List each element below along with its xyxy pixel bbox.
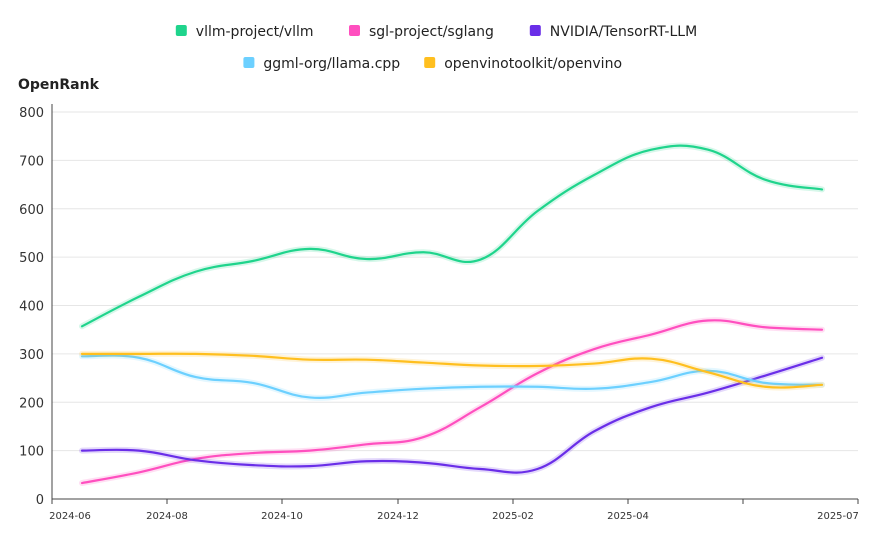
legend-item[interactable]: vllm-project/vllm [175,24,314,40]
legend-swatch [349,25,360,36]
x-tick-label: 2025-02 [492,511,534,522]
legend-label: sgl-project/sglang [369,24,494,40]
legend-label: vllm-project/vllm [196,24,314,40]
series-line[interactable] [80,319,824,485]
series-4 [79,350,825,391]
legend-item[interactable]: ggml-org/llama.cpp [243,56,400,72]
legend-item[interactable]: NVIDIA/TensorRT-LLM [529,24,697,40]
legend-item[interactable]: openvinotoolkit/openvino [424,56,622,72]
legend: vllm-project/vllm sgl-project/sglang NVIDI… [175,24,697,72]
x-tick-label: 2024-10 [261,511,303,522]
y-tick-label: 600 [19,203,44,218]
legend-label: ggml-org/llama.cpp [263,56,400,72]
series-line-glow [79,142,825,330]
axis-layer: 0 100 200 300 400 500 600 700 800 2024-06 2024-08 2… [19,104,859,522]
legend-label: openvinotoolkit/openvino [444,56,622,72]
y-tick-label: 200 [19,396,44,411]
series-1 [79,317,825,487]
y-tick-label: 300 [19,348,44,363]
series-2 [79,354,825,476]
legend-swatch [243,57,255,68]
y-tick-label: 100 [19,445,44,460]
y-tick-label: 0 [36,493,44,508]
series-line-glow [79,350,825,391]
series-0 [79,142,825,330]
x-tick-label: 2025-07 [817,511,859,522]
legend-swatch [424,57,436,68]
y-tick-label: 700 [19,154,44,169]
series-layer [79,142,825,487]
x-tick-label: 2024-08 [146,511,188,522]
x-tick-label: 2024-06 [49,511,91,522]
legend-label: NVIDIA/TensorRT-LLM [550,24,697,40]
y-tick-label: 400 [19,300,44,315]
legend-swatch [175,25,187,36]
x-tick-label: 2025-04 [607,511,649,522]
series-line[interactable] [80,144,824,328]
legend-item[interactable]: sgl-project/sglang [349,24,494,40]
y-tick-label: 800 [19,106,44,121]
series-line[interactable] [80,352,824,389]
legend-swatch [529,25,541,36]
series-line[interactable] [80,356,824,474]
y-axis-label: OpenRank [18,77,100,93]
y-tick-label: 500 [19,251,44,266]
x-tick-label: 2024-12 [377,511,419,522]
